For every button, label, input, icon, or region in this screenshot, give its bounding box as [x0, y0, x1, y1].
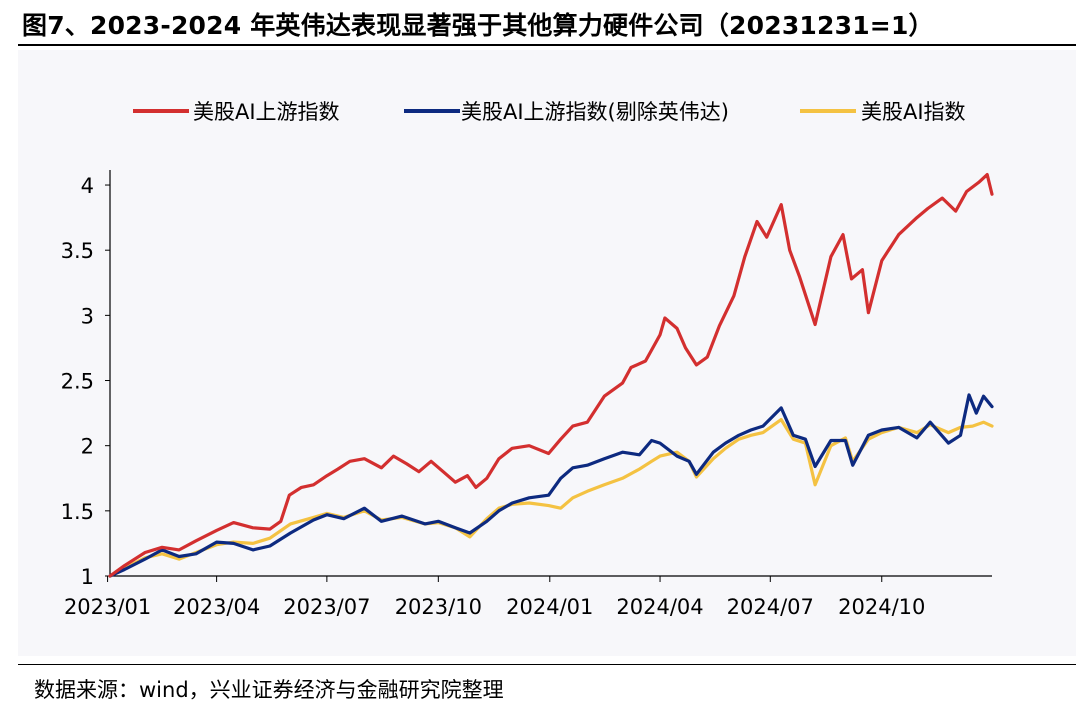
chart-lines — [108, 173, 994, 578]
x-tick-label: 2024/07 — [727, 595, 814, 619]
y-tick-label: 2.5 — [61, 370, 94, 394]
legend-label-1: 美股AI上游指数(剔除英伟达) — [461, 100, 729, 124]
x-tick-label: 2024/01 — [506, 595, 593, 619]
y-tick-label: 3 — [81, 304, 94, 328]
x-tick-label: 2024/04 — [616, 595, 703, 619]
x-tick-label: 2023/10 — [395, 595, 482, 619]
y-tick-label: 4 — [81, 174, 94, 198]
source-rule — [18, 664, 1076, 665]
series-line-0 — [108, 173, 994, 578]
title-rule — [18, 44, 1076, 46]
y-tick-label: 2 — [81, 435, 94, 459]
series-line-2 — [108, 418, 994, 578]
chart-axes: 1 1.5 2 2.5 3 3.5 4 2023/01 2023/04 2023/07 2023/1… — [61, 170, 992, 619]
chart-legend: 美股AI上游指数 美股AI上游指数(剔除英伟达) 美股AI指数 — [133, 100, 966, 124]
x-tick-label: 2023/04 — [173, 595, 260, 619]
legend-label-0: 美股AI上游指数 — [193, 100, 340, 124]
x-tick-label: 2024/10 — [838, 595, 925, 619]
series-line-1 — [108, 393, 994, 578]
x-tick-label: 2023/01 — [64, 595, 151, 619]
y-tick-label: 1.5 — [61, 500, 94, 524]
figure-title: 图7、2023-2024 年英伟达表现显著强于其他算力硬件公司（20231231… — [22, 11, 934, 40]
x-tick-label: 2023/07 — [283, 595, 370, 619]
source-note: 数据来源：wind，兴业证券经济与金融研究院整理 — [34, 678, 504, 702]
y-tick-label: 3.5 — [61, 239, 94, 263]
legend-label-2: 美股AI指数 — [861, 100, 966, 124]
y-tick-label: 1 — [81, 565, 94, 589]
